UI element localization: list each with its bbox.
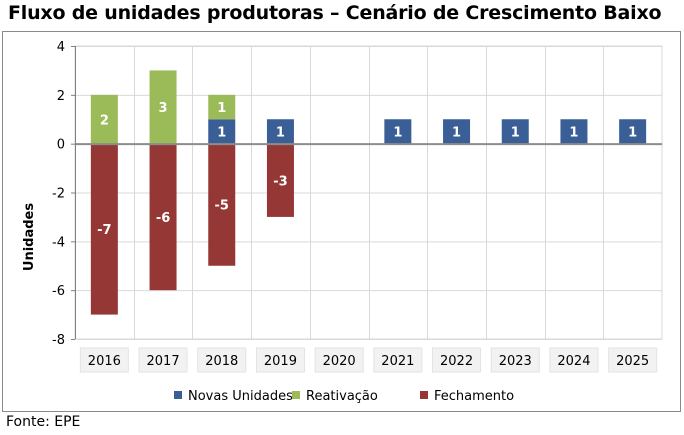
x-tick-label: 2025 <box>616 354 649 369</box>
bar-value-label: 1 <box>628 125 637 140</box>
chart-title: Fluxo de unidades produtoras – Cenário d… <box>8 2 662 24</box>
bar-novas <box>560 119 588 144</box>
y-tick-label: 0 <box>57 138 65 153</box>
bar-reativacao <box>208 94 236 120</box>
bar-novas <box>384 119 412 144</box>
bar-fechamento <box>149 143 177 291</box>
x-tick-label-box <box>314 347 364 373</box>
legend-swatch-fechamento <box>420 391 428 399</box>
bar-reativacao <box>149 70 177 144</box>
legend-swatch-novas <box>174 391 182 399</box>
y-tick-label: -8 <box>52 333 65 348</box>
bar-value-label: -5 <box>215 199 229 214</box>
bar-value-label: 1 <box>452 125 461 140</box>
x-tick-label-box <box>373 347 423 373</box>
legend: Novas Unidades Reativação Fechamento <box>174 389 514 404</box>
bar-value-label: 2 <box>100 113 109 128</box>
legend-label-novas: Novas Unidades <box>188 389 293 404</box>
chart-svg: 4 2 0 -2 -4 -6 -8 2016 2017 2018 2019 2020 2021 2022 2… <box>22 40 663 404</box>
x-tick-label: 2023 <box>499 354 532 369</box>
bar-value-label: 1 <box>393 125 402 140</box>
bar-fechamento <box>266 143 294 217</box>
bar-reativacao <box>90 94 118 144</box>
x-tick-label-box <box>490 347 540 373</box>
x-tick-label-box <box>197 347 247 373</box>
legend-swatch-reativacao <box>292 391 300 399</box>
x-tick-label: 2021 <box>381 354 414 369</box>
x-tick-label-box <box>138 347 188 373</box>
x-tick-label: 2018 <box>205 354 238 369</box>
bar-novas <box>501 119 529 144</box>
bar-value-label: -3 <box>273 174 287 189</box>
bar-value-label: 1 <box>217 125 226 140</box>
bar-value-label: -7 <box>97 223 111 238</box>
y-tick-label: 2 <box>57 89 65 104</box>
legend-label-reativacao: Reativação <box>306 389 378 404</box>
bar-novas <box>443 119 471 144</box>
y-tick-label: -6 <box>52 284 65 299</box>
x-tick-label: 2017 <box>147 354 180 369</box>
x-tick-label: 2020 <box>323 354 356 369</box>
bar-novas <box>266 119 294 144</box>
bar-value-label: 1 <box>217 101 226 116</box>
y-axis-title: Unidades <box>22 203 37 271</box>
bar-fechamento <box>90 143 118 315</box>
x-tick-label-box <box>432 347 482 373</box>
bar-novas <box>208 119 236 144</box>
y-tick-label: -2 <box>52 187 65 202</box>
bar-value-label: 1 <box>511 125 520 140</box>
y-tick-label: -4 <box>52 235 65 250</box>
data-labels: 2 -7 3 -6 1 1 -5 1 -3 1 1 1 1 1 <box>97 101 637 238</box>
bar-value-label: 1 <box>569 125 578 140</box>
axes: 4 2 0 -2 -4 -6 -8 2016 2017 2018 2019 2020 2021 2022 2… <box>52 40 662 373</box>
x-tick-label-box <box>608 347 658 373</box>
y-tick-label: 4 <box>57 40 65 55</box>
bar-novas <box>619 119 647 144</box>
legend-label-fechamento: Fechamento <box>434 389 514 404</box>
x-tick-label-box <box>255 347 305 373</box>
bar-value-label: 3 <box>159 101 168 116</box>
bar-value-label: -6 <box>156 211 170 226</box>
chart-frame: 4 2 0 -2 -4 -6 -8 2016 2017 2018 2019 2020 2021 2022 2… <box>2 31 681 412</box>
x-tick-label: 2019 <box>264 354 297 369</box>
x-tick-label-box <box>79 347 129 373</box>
x-tick-label: 2022 <box>440 354 473 369</box>
bars <box>90 70 647 315</box>
x-tick-label: 2016 <box>88 354 121 369</box>
source-note: Fonte: EPE <box>6 414 81 430</box>
x-tick-label-box <box>549 347 599 373</box>
bar-value-label: 1 <box>276 125 285 140</box>
bar-fechamento <box>208 143 236 266</box>
x-tick-label: 2024 <box>557 354 590 369</box>
